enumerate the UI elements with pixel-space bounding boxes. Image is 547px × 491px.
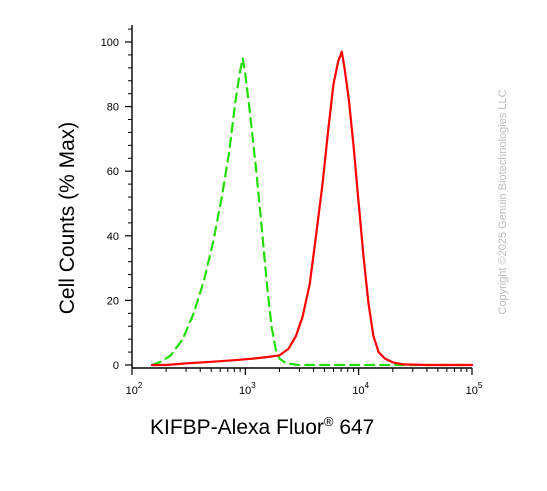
series-layer: [150, 50, 474, 367]
y-tick-label: 40: [107, 231, 119, 243]
x-tick-label: 104: [352, 381, 369, 397]
x-tick-label: 105: [466, 381, 483, 397]
y-tick-label: 80: [107, 102, 119, 114]
control-histogram-line: [150, 57, 474, 367]
y-tick-label: 20: [107, 295, 119, 307]
x-axis-title-main: KIFBP-Alexa Fluor: [150, 416, 324, 439]
x-axis-title-registered: ®: [324, 414, 334, 429]
axes-layer: 0 20 40 60 80 100 102 103 104 105: [101, 25, 483, 397]
x-tick-label: 103: [239, 381, 256, 397]
y-axis-title: Cell Counts (% Max): [56, 122, 79, 315]
y-tick-label: 0: [113, 360, 119, 372]
x-axis-title: KIFBP-Alexa Fluor® 647: [150, 414, 374, 439]
x-axis-title-tail: 647: [333, 416, 374, 439]
x-tick-label: 102: [126, 381, 143, 397]
y-tick-label: 100: [101, 37, 119, 49]
sample-histogram-line: [150, 50, 474, 367]
y-tick-label: 60: [107, 166, 119, 178]
copyright-watermark: Copyright ©2025 Genuin Biotechnologies L…: [497, 89, 509, 314]
